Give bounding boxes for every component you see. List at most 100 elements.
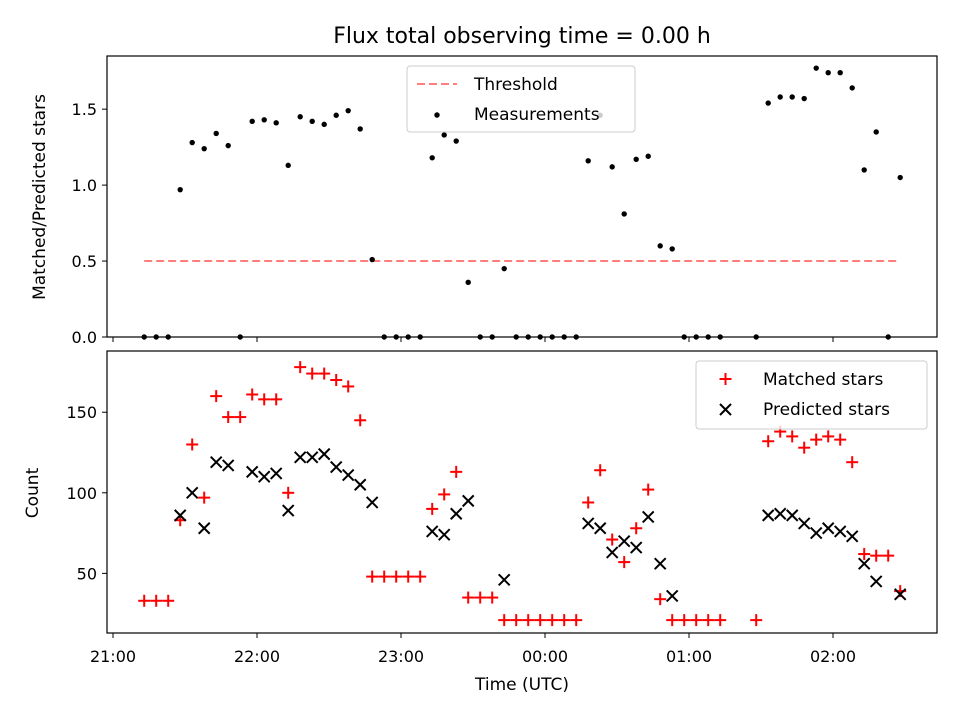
predicted-star-point — [329, 460, 343, 474]
matched-star-point — [522, 614, 535, 627]
predicted-star-point — [593, 522, 607, 535]
predicted-star-point — [617, 534, 631, 548]
measurement-point — [285, 162, 291, 169]
predicted-star-point — [641, 510, 655, 524]
matched-star-point — [762, 435, 775, 448]
matched-star-point — [702, 614, 715, 627]
matched-star-point — [198, 491, 211, 504]
matched-star-point — [186, 438, 199, 451]
matched-star-point — [234, 411, 247, 424]
predicted-star-point — [197, 522, 211, 535]
x-tick-label: 01:00 — [666, 647, 712, 666]
x-tick-label: 22:00 — [234, 647, 280, 666]
matched-star-point — [798, 441, 811, 454]
matched-star-point — [222, 411, 235, 424]
measurement-point — [813, 65, 819, 71]
x-tick-label: 00:00 — [522, 647, 568, 666]
predicted-star-point — [809, 526, 823, 540]
measurement-point — [645, 153, 651, 159]
bottom-axes-frame — [106, 350, 938, 634]
chart-title: Flux total observing time = 0.00 h — [333, 24, 711, 49]
matched-star-point — [414, 570, 427, 583]
predicted-star-point — [257, 470, 271, 483]
measurement-point — [441, 132, 447, 138]
matched-star-point — [426, 502, 439, 515]
matched-legend-swatch — [719, 373, 732, 385]
matched-star-point — [510, 614, 523, 627]
top-y-tick-label: 1.0 — [72, 176, 97, 195]
measurement-point — [873, 129, 879, 135]
matched-star-point — [558, 614, 571, 627]
matched-star-point — [378, 570, 391, 583]
predicted-star-point — [173, 509, 187, 522]
bottom-plot-area — [138, 361, 907, 627]
measurements-legend-label: Measurements — [474, 105, 600, 125]
matched-star-point — [462, 591, 475, 604]
predicted-star-point — [869, 575, 883, 588]
predicted-star-point — [773, 507, 787, 520]
top-y-tick-label: 0.0 — [72, 328, 97, 347]
x-tick-label: 23:00 — [378, 647, 424, 666]
matched-star-point — [294, 361, 307, 374]
predicted-star-point — [245, 465, 259, 479]
matched-star-point — [858, 548, 871, 561]
bottom-y-tick-label: 150 — [66, 403, 97, 422]
predicted-star-point — [341, 468, 355, 482]
matched-star-point — [750, 614, 763, 627]
measurement-point — [465, 279, 471, 286]
matched-star-point — [270, 393, 283, 406]
predicted-star-point — [221, 459, 235, 472]
matched-star-point — [606, 533, 619, 546]
measurement-point — [453, 138, 459, 144]
matched-star-point — [534, 614, 547, 627]
x-tick-label: 21:00 — [90, 647, 136, 666]
predicted-star-point — [893, 588, 907, 601]
measurement-point — [249, 118, 255, 125]
matched-star-point — [342, 380, 355, 393]
predicted-star-point — [425, 525, 439, 538]
matched-star-point — [306, 367, 319, 380]
matched-star-point — [882, 549, 895, 562]
matched-star-point — [150, 594, 163, 607]
predicted-star-point — [305, 451, 319, 464]
measurement-point — [669, 246, 675, 252]
predicted-star-point — [461, 494, 475, 508]
predicted-star-point — [653, 557, 667, 570]
predicted-star-point — [209, 455, 223, 469]
matched-star-point — [618, 556, 631, 569]
flux-ratio-panel: Flux total observing time = 0.00 h Match… — [30, 24, 938, 347]
measurement-point — [225, 142, 231, 149]
predicted-star-point — [605, 546, 619, 559]
measurement-point — [633, 156, 639, 162]
measurement-point — [345, 107, 351, 114]
predicted-star-point — [833, 525, 847, 538]
measurement-point — [837, 70, 843, 76]
matched-star-point — [822, 430, 835, 443]
measurement-point — [609, 164, 615, 170]
measurement-point — [213, 130, 219, 137]
matched-star-point — [474, 591, 487, 604]
matched-star-point — [642, 483, 655, 496]
measurement-point — [621, 211, 627, 217]
matched-star-point — [162, 594, 175, 607]
predicted-star-point — [497, 573, 511, 587]
matched-star-point — [390, 570, 403, 583]
top-y-ticks: 0.0 0.5 1.0 1.5 — [72, 100, 107, 347]
matched-star-point — [666, 614, 679, 627]
predicted-star-point — [449, 507, 463, 520]
x-axis-label: Time (UTC) — [474, 675, 569, 695]
predicted-star-point — [785, 509, 799, 522]
measurement-point — [369, 256, 375, 263]
star-count-panel: Count Time (UTC) 50 100 150 21:00 22:00 23:0… — [23, 350, 938, 695]
matched-star-point — [282, 486, 295, 499]
measurements-legend-swatch — [434, 112, 440, 118]
matched-star-point — [246, 388, 259, 401]
matched-star-point — [258, 393, 271, 406]
matched-star-point — [582, 496, 595, 509]
predicted-star-point — [269, 467, 283, 480]
matched-star-point — [834, 433, 847, 446]
predicted-star-point — [821, 522, 835, 535]
matched-star-point — [498, 614, 511, 627]
measurement-point — [777, 94, 783, 100]
matched-star-point — [546, 614, 559, 627]
